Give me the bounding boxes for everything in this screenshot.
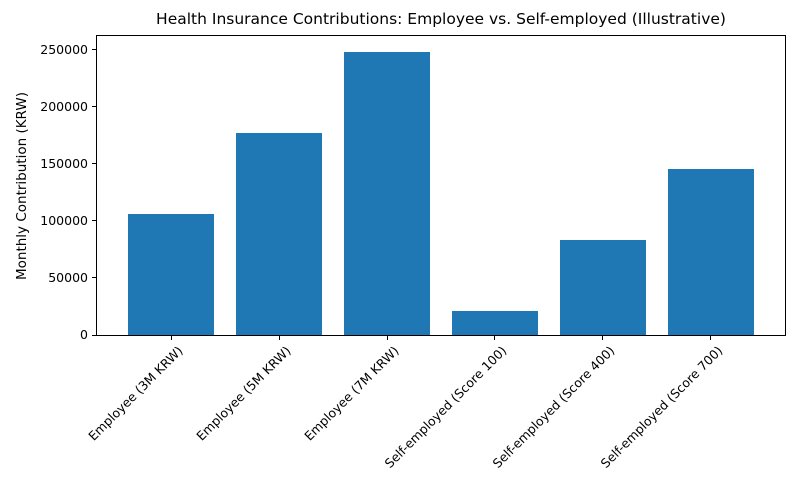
- y-axis-tick: [92, 163, 96, 165]
- y-axis-tick-label: 250000: [40, 41, 88, 57]
- y-axis-tick: [92, 277, 96, 279]
- y-axis-tick: [92, 334, 96, 336]
- bar: [236, 132, 323, 335]
- x-axis-tick: [278, 336, 280, 340]
- x-axis-tick-label: Employee (5M KRW): [193, 343, 294, 444]
- x-axis-tick: [710, 336, 712, 340]
- x-axis-tick-label: Self-employed (Score 100): [381, 343, 510, 471]
- x-axis-tick-label: Employee (3M KRW): [85, 343, 187, 444]
- y-axis-label: Monthly Contribution (KRW): [14, 91, 30, 281]
- chart-title: Health Insurance Contributions: Employee…: [156, 10, 726, 28]
- y-axis-tick-label: 100000: [40, 212, 88, 228]
- bar: [559, 240, 646, 335]
- y-axis-tick: [92, 49, 96, 51]
- y-axis-tick-label: 200000: [40, 98, 88, 114]
- y-axis-tick: [92, 220, 96, 222]
- bar: [667, 168, 754, 335]
- x-axis-tick-label: Self-employed (Score 400): [489, 343, 618, 471]
- x-axis-tick: [170, 336, 172, 340]
- bar: [344, 52, 431, 335]
- x-axis-tick: [602, 336, 604, 340]
- bar: [451, 311, 538, 335]
- y-axis-tick-label: 50000: [48, 269, 88, 285]
- bar: [128, 213, 215, 335]
- x-axis-tick: [386, 336, 388, 340]
- x-axis-tick: [494, 336, 496, 340]
- x-axis-tick-label: Employee (7M KRW): [301, 343, 402, 444]
- y-axis-tick-label: 150000: [40, 155, 88, 171]
- y-axis-tick-label: 0: [80, 327, 88, 342]
- y-axis-tick: [92, 106, 96, 108]
- x-axis-tick-label: Self-employed (Score 700): [597, 343, 726, 471]
